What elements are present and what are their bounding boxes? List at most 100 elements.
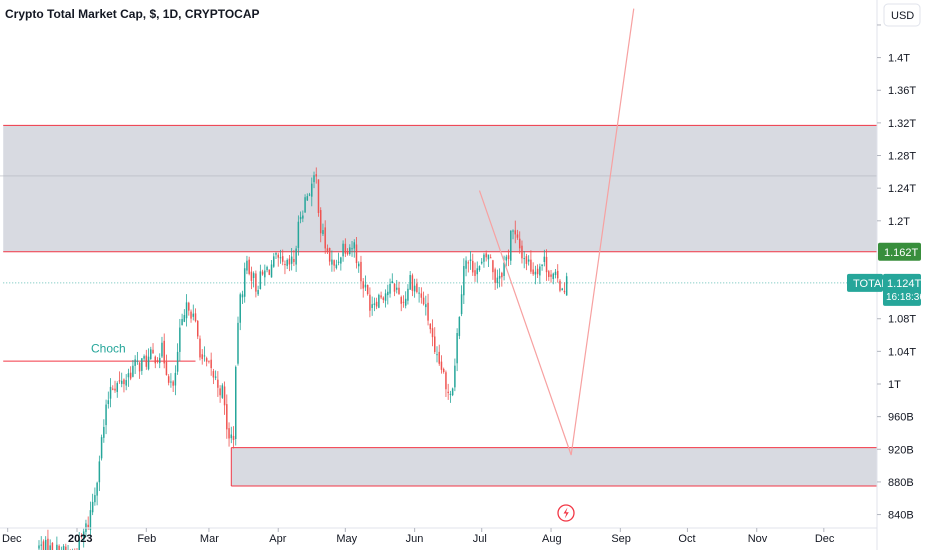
levels (3, 282, 877, 362)
candle (467, 260, 470, 273)
candle (293, 250, 295, 267)
candle-body (190, 311, 192, 319)
candle-body (427, 302, 429, 321)
candle-body (196, 320, 199, 337)
candle-body (232, 435, 235, 441)
candle-body (161, 342, 163, 357)
candle (505, 254, 508, 267)
candle (134, 355, 136, 374)
candle (152, 343, 154, 354)
candle-body (214, 376, 217, 378)
candle-body (353, 242, 356, 249)
candle (268, 269, 271, 276)
candle-body (434, 336, 436, 352)
candle (451, 387, 454, 397)
candle-body (326, 248, 329, 252)
candle-body (212, 371, 215, 378)
candle-body (422, 297, 425, 305)
candle-body (371, 304, 373, 308)
candle-body (277, 254, 279, 258)
candle-body (465, 260, 467, 269)
candle (429, 323, 432, 334)
candle (109, 378, 112, 408)
candle (91, 493, 94, 516)
candle (353, 239, 356, 258)
candle (58, 544, 60, 550)
last-price-label: 1.124T (887, 278, 922, 290)
candle-body (395, 287, 398, 290)
candle-body (304, 197, 306, 213)
candle (304, 194, 306, 213)
countdown-label: 16:18:36 (886, 292, 925, 303)
candle-body (210, 359, 212, 369)
candle (431, 319, 434, 347)
zone-upper[interactable] (3, 125, 878, 252)
candle (214, 370, 217, 381)
candle (98, 455, 101, 492)
candle-body (463, 266, 465, 296)
candle (507, 249, 510, 267)
candle-body (129, 372, 132, 379)
candle-body (179, 327, 181, 352)
candle (112, 385, 114, 391)
candle (541, 264, 543, 271)
candle (328, 247, 331, 266)
currency-button[interactable]: USD (883, 3, 921, 27)
level-badge: 1.162T (878, 242, 921, 261)
candle-body (472, 260, 474, 273)
time-tick-label: Feb (137, 533, 156, 545)
candle-body (436, 354, 438, 356)
drawing-path[interactable] (478, 8, 635, 456)
candle (422, 291, 425, 306)
candle-body (514, 230, 517, 235)
candle (145, 349, 148, 370)
candle (498, 268, 501, 288)
candle (331, 250, 333, 272)
candle (536, 264, 539, 279)
price-tick-label: 1.24T (888, 183, 916, 195)
candle (360, 255, 362, 290)
candle (494, 267, 496, 291)
candle-body (539, 266, 541, 276)
candle-body (507, 255, 510, 260)
candle (463, 258, 465, 304)
candle-body (65, 546, 67, 550)
candle (190, 309, 192, 323)
candle (543, 249, 546, 267)
price-axis[interactable]: 1.4T 1.36T 1.32T 1.28T 1.24T 1.2T 1.08T 1.04T 1T… (877, 24, 916, 522)
candle-body (264, 270, 266, 278)
time-axis[interactable]: Dec 2023 Feb Mar Apr May Jun Jul Aug Sep Oct Nov Dec (2, 528, 835, 545)
zone-lower[interactable] (231, 447, 877, 486)
candle (183, 309, 186, 323)
candle (232, 426, 235, 449)
candle-body (235, 366, 237, 439)
candle (114, 380, 116, 393)
lightning-icon[interactable] (557, 504, 575, 522)
candle (290, 247, 293, 271)
candle (78, 532, 80, 550)
candle (512, 229, 514, 240)
candle (391, 273, 394, 284)
candle (277, 252, 279, 267)
candle-body (145, 355, 148, 367)
candle-body (257, 290, 259, 295)
price-tick-label: 1.28T (888, 151, 916, 163)
candle (404, 291, 407, 309)
candle (458, 316, 461, 340)
candle-body (201, 354, 203, 359)
candle-body (174, 372, 177, 386)
level-badge-label: 1.162T (884, 247, 919, 259)
candle-body (527, 259, 530, 262)
candle-body (241, 294, 244, 298)
candle (434, 327, 436, 355)
candle-body (183, 315, 186, 322)
candle (203, 346, 206, 362)
candle (94, 487, 96, 506)
candle (559, 279, 561, 293)
candle-body (409, 275, 411, 290)
candle (103, 419, 105, 443)
projection-line[interactable] (478, 8, 635, 456)
candle (252, 271, 255, 288)
candle-body (489, 257, 492, 259)
